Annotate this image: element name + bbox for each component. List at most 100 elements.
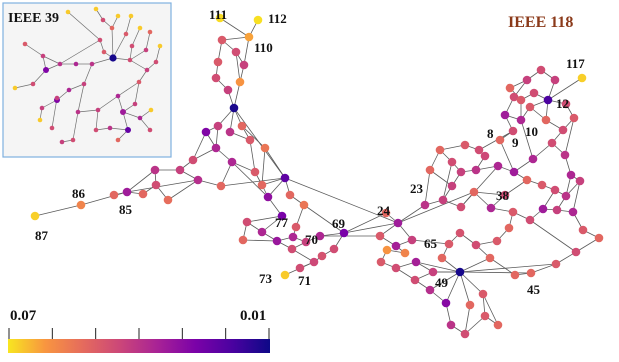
bus-label-10: 10 — [525, 124, 538, 139]
ieee118-title: IEEE 118 — [508, 14, 573, 31]
ieee118-bus-node — [437, 253, 447, 263]
ieee118-bus-node — [469, 187, 479, 197]
ieee118-bus-node — [213, 57, 223, 67]
ieee39-bus-node — [43, 67, 49, 73]
ieee118-bus-node — [558, 125, 568, 135]
bus-label-73: 73 — [259, 271, 273, 286]
ieee118-bus-node — [216, 181, 226, 191]
ieee118-bus-node — [561, 191, 571, 201]
ieee39-line — [59, 39, 101, 65]
ieee39-line — [109, 127, 129, 131]
ieee118-bus-node — [560, 150, 570, 160]
ieee118-bus-node — [257, 180, 267, 190]
ieee118-bus-node — [522, 175, 532, 185]
ieee118-bus-node — [315, 231, 325, 241]
ieee118-line — [126, 179, 199, 193]
ieee118-bus-node — [522, 75, 532, 85]
ieee118-bus-node — [217, 35, 227, 45]
ieee39-line — [72, 111, 79, 141]
ieee118-bus-node — [504, 223, 514, 233]
ieee118-bus-node — [547, 138, 557, 148]
ieee39-bus-node — [115, 93, 121, 99]
ieee118-line — [264, 147, 286, 179]
ieee118-bus-node — [485, 253, 495, 263]
ieee118-bus-node — [280, 270, 290, 280]
ieee118-bus-node — [260, 143, 270, 153]
ieee118-bus-node — [509, 92, 519, 102]
bus-label-112: 112 — [268, 11, 287, 26]
ieee118-bus-node — [122, 187, 132, 197]
ieee118-line — [464, 304, 471, 335]
ieee118-line — [167, 179, 199, 201]
ieee39-bus-node — [40, 53, 46, 59]
ieee39-bus-node — [128, 13, 134, 19]
ieee118-bus-node — [478, 289, 488, 299]
ieee39-bus-node — [132, 101, 138, 107]
ieee118-line — [530, 263, 557, 274]
ieee118-bus-node — [578, 225, 588, 235]
ieee118-bus-node — [407, 235, 417, 245]
ieee39-bus-node — [107, 125, 113, 131]
ieee39-line — [77, 83, 85, 113]
ieee118-bus-node — [425, 285, 435, 295]
ieee118-bus-node — [460, 329, 470, 339]
ieee118-bus-node — [594, 233, 604, 243]
ieee39-line — [67, 11, 101, 41]
ieee118-bus-node — [376, 257, 386, 267]
ieee118-line — [242, 239, 278, 242]
ieee39-bus-node — [89, 61, 95, 67]
ieee118-line — [243, 36, 250, 66]
colorbar-gradient — [8, 339, 270, 353]
ieee118-bus-node — [495, 135, 505, 145]
ieee118-line — [459, 257, 491, 273]
ieee118-line — [284, 177, 399, 224]
ieee39-line — [42, 55, 61, 65]
ieee118-bus-node — [231, 47, 241, 57]
ieee39-bus-node — [123, 31, 129, 37]
ieee118-bus-node — [237, 121, 247, 131]
bus-label-86: 86 — [72, 186, 86, 201]
ieee118-bus-node — [447, 157, 457, 167]
ieee118-bus-node — [516, 115, 526, 125]
ieee39-bus-node — [120, 109, 126, 115]
ieee118-bus-node — [280, 173, 290, 183]
ieee118-bus-node — [444, 239, 454, 249]
ieee39-line — [134, 81, 140, 105]
bus-label-49: 49 — [435, 275, 449, 290]
ieee118-bus-node — [277, 211, 287, 221]
ieee39-bus-node — [95, 107, 101, 113]
ieee118-bus-node — [492, 236, 502, 246]
ieee118-line — [235, 51, 241, 83]
ieee118-bus-node — [175, 165, 185, 175]
ieee118-bus-node — [150, 165, 160, 175]
ieee118-bus-node — [238, 235, 248, 245]
ieee118-bus-node — [235, 77, 245, 87]
ieee118-bus-node — [295, 263, 305, 273]
ieee118-line — [246, 215, 283, 223]
ieee118-nodes — [30, 13, 604, 339]
ieee118-bus-node — [299, 200, 309, 210]
ieee39-bus-node — [93, 6, 99, 12]
ieee118-bus-node — [510, 270, 520, 280]
bus-label-24: 24 — [377, 203, 391, 218]
ieee39-bus-node — [153, 59, 159, 65]
ieee39-bus-node — [127, 57, 133, 63]
ieee118-bus-node — [571, 247, 581, 257]
ieee118-line — [459, 271, 532, 274]
ieee39-bus-node — [37, 117, 43, 123]
ieee39-bus-node — [147, 127, 153, 133]
ieee118-bus-node — [525, 215, 535, 225]
ieee39-line — [91, 57, 114, 65]
ieee118-line — [445, 271, 461, 304]
ieee39-line — [83, 63, 93, 85]
ieee39-title: IEEE 39 — [8, 11, 59, 26]
ieee118-bus-node — [516, 95, 526, 105]
ieee118-bus-node — [566, 170, 576, 180]
bus-label-12: 12 — [556, 96, 569, 111]
ieee118-bus-node — [288, 232, 298, 242]
ieee118-line — [231, 161, 269, 198]
ieee118-bus-node — [391, 263, 401, 273]
ieee118-bus-node — [456, 202, 466, 212]
ieee39-bus-node — [70, 137, 76, 143]
ieee118-bus-node — [227, 157, 237, 167]
